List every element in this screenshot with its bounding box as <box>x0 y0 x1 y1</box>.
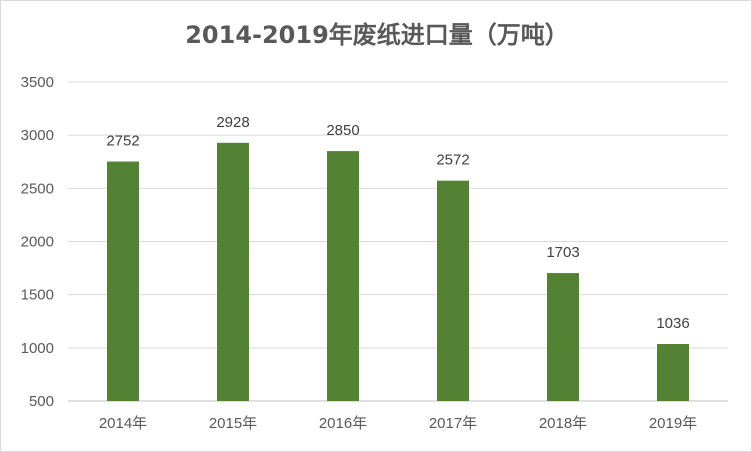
data-label: 2572 <box>436 152 469 169</box>
y-tick-label: 3000 <box>21 127 54 144</box>
y-axis-ticks: 500 1000 1500 2000 2500 3000 3500 <box>21 74 54 410</box>
data-label: 2850 <box>326 122 359 139</box>
bar <box>107 161 139 401</box>
gridlines <box>68 81 728 402</box>
x-tick-label: 2018年 <box>539 415 587 432</box>
x-tick-label: 2014年 <box>99 415 147 432</box>
bar <box>437 180 469 401</box>
y-tick-label: 3500 <box>21 74 54 91</box>
data-label: 2928 <box>216 114 249 131</box>
bar <box>217 142 249 401</box>
y-tick-label: 500 <box>29 393 54 410</box>
y-tick-label: 1000 <box>21 340 54 357</box>
x-tick-label: 2017年 <box>429 415 477 432</box>
data-label: 2752 <box>106 133 139 150</box>
chart-title: 2014-2019年废纸进口量（万吨） <box>185 21 569 49</box>
y-tick-label: 2000 <box>21 234 54 251</box>
bar <box>657 344 689 401</box>
x-tick-label: 2015年 <box>209 415 257 432</box>
data-labels: 2752 2928 2850 2572 1703 1036 <box>106 114 689 332</box>
y-tick-label: 2500 <box>21 180 54 197</box>
data-label: 1703 <box>546 244 579 261</box>
x-tick-label: 2019年 <box>649 415 697 432</box>
bars <box>107 142 689 401</box>
y-tick-label: 1500 <box>21 287 54 304</box>
x-axis-labels: 2014年 2015年 2016年 2017年 2018年 2019年 <box>99 415 697 432</box>
bar <box>547 273 579 401</box>
x-tick-label: 2016年 <box>319 415 367 432</box>
bar <box>327 151 359 401</box>
data-label: 1036 <box>656 315 689 332</box>
